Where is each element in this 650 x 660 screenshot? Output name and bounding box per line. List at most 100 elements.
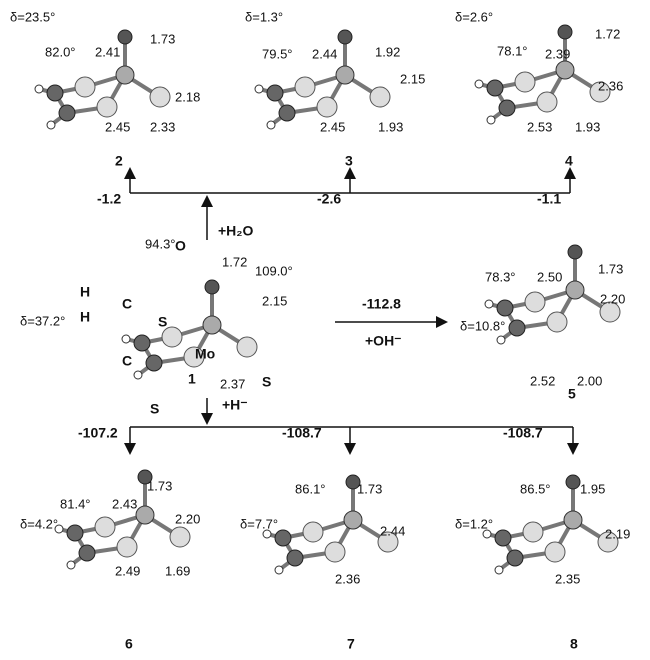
atom [484, 299, 494, 309]
energy: -108.7 [503, 425, 543, 441]
atom-label: O [175, 238, 186, 254]
bond-label: 2.20 [175, 511, 200, 526]
atom [337, 29, 353, 45]
atom [74, 76, 96, 98]
atom [278, 104, 296, 122]
energy: -107.2 [78, 425, 118, 441]
atom [115, 65, 135, 85]
atom [589, 81, 611, 103]
atom [262, 529, 272, 539]
atom [345, 474, 361, 490]
atom [486, 79, 504, 97]
energy: -108.7 [282, 425, 322, 441]
atom [324, 541, 346, 563]
bond-label: 2.15 [262, 293, 287, 308]
dihedral-label: δ=2.6° [455, 9, 493, 24]
atom [78, 544, 96, 562]
atom [183, 346, 205, 368]
atom [46, 120, 56, 130]
bond-label: 2.20 [600, 291, 625, 306]
dihedral-label: δ=1.2° [455, 516, 493, 531]
structure-number: 8 [570, 636, 578, 652]
atom [66, 560, 76, 570]
atom [34, 84, 44, 94]
bond-label: 2.15 [400, 71, 425, 86]
atom-label: S [158, 314, 167, 330]
structure-number: 5 [568, 386, 576, 402]
atom [116, 536, 138, 558]
bond-label: 2.43 [112, 496, 137, 511]
atom [294, 76, 316, 98]
atom [133, 334, 151, 352]
atom [137, 469, 153, 485]
atom [482, 529, 492, 539]
atom [486, 115, 496, 125]
atom [316, 96, 338, 118]
structure-number: 3 [345, 153, 353, 169]
atom [54, 524, 64, 534]
atom [599, 301, 621, 323]
atom [496, 335, 506, 345]
atom [302, 521, 324, 543]
atom [563, 510, 583, 530]
atom [494, 565, 504, 575]
bond-label: 1.73 [150, 31, 175, 46]
atom [567, 244, 583, 260]
atom [133, 370, 143, 380]
bond-label: 2.36 [598, 78, 623, 93]
structure-number: 4 [565, 153, 573, 169]
reagent: +OH⁻ [365, 333, 402, 349]
dihedral-label: δ=7.7° [240, 516, 278, 531]
dihedral-label: δ=37.2° [20, 313, 65, 328]
bond-label: 2.39 [545, 46, 570, 61]
atom [555, 60, 575, 80]
atom [202, 315, 222, 335]
bond-label: 81.4° [60, 496, 91, 511]
atom [546, 311, 568, 333]
atom [161, 326, 183, 348]
atom [96, 96, 118, 118]
atom [524, 291, 546, 313]
bond-label: 86.5° [520, 481, 551, 496]
structure-number: 6 [125, 636, 133, 652]
atom [145, 354, 163, 372]
atom [46, 84, 64, 102]
bond-label: 1.69 [165, 563, 190, 578]
atom [498, 99, 516, 117]
atom [169, 526, 191, 548]
atom [514, 71, 536, 93]
bond-label: 2.49 [115, 563, 140, 578]
reagent: +H₂O [218, 223, 254, 239]
atom [58, 104, 76, 122]
atom [335, 65, 355, 85]
bond-label: 78.3° [485, 269, 516, 284]
dihedral-label: δ=4.2° [20, 516, 58, 531]
atom [204, 279, 220, 295]
energy: -1.1 [537, 191, 561, 207]
atom [496, 299, 514, 317]
bond-label: 1.72 [222, 254, 247, 269]
bond-label: 79.5° [262, 46, 293, 61]
atom [565, 280, 585, 300]
atom [369, 86, 391, 108]
bond-label: 78.1° [497, 43, 528, 58]
energy: -2.6 [317, 191, 341, 207]
bond-label: 2.41 [95, 44, 120, 59]
bond-label: 2.36 [335, 571, 360, 586]
atom [149, 86, 171, 108]
bond-label: 1.93 [575, 119, 600, 134]
atom [343, 510, 363, 530]
bond-label: 2.53 [527, 119, 552, 134]
atom-label: H [80, 309, 90, 325]
bond-label: 2.50 [537, 269, 562, 284]
bond-label: 1.73 [357, 481, 382, 496]
atom-label: Mo [195, 346, 215, 362]
dihedral-label: δ=10.8° [460, 318, 505, 333]
arrows [124, 167, 579, 455]
atom [597, 531, 619, 553]
atom [286, 549, 304, 567]
atom [266, 84, 284, 102]
atom [544, 541, 566, 563]
atom [536, 91, 558, 113]
atom [274, 565, 284, 575]
